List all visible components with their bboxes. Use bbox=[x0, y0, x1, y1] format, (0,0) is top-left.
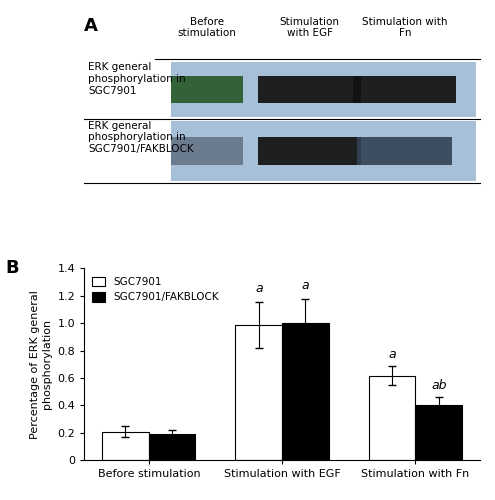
Legend: SGC7901, SGC7901/FAKBLOCK: SGC7901, SGC7901/FAKBLOCK bbox=[90, 274, 222, 306]
Text: B: B bbox=[5, 259, 19, 277]
Y-axis label: Percentage of ERK general
phosphorylation: Percentage of ERK general phosphorylatio… bbox=[30, 290, 52, 438]
Text: ab: ab bbox=[431, 378, 446, 392]
Text: a: a bbox=[255, 282, 263, 295]
Bar bbox=[369, 376, 415, 460]
Bar bbox=[353, 76, 456, 104]
Bar bbox=[258, 76, 361, 104]
Bar bbox=[415, 406, 462, 460]
Bar bbox=[149, 434, 196, 460]
Bar bbox=[102, 432, 149, 460]
Text: Stimulation
with EGF: Stimulation with EGF bbox=[280, 17, 340, 38]
Text: A: A bbox=[84, 17, 98, 35]
Text: ERK general
phosphorylation in
SGC7901: ERK general phosphorylation in SGC7901 bbox=[88, 62, 186, 96]
Text: a: a bbox=[301, 278, 309, 291]
Text: Stimulation with
Fn: Stimulation with Fn bbox=[362, 17, 447, 38]
Text: ERK general
phosphorylation in
SGC7901/FAKBLOCK: ERK general phosphorylation in SGC7901/F… bbox=[88, 121, 194, 154]
Bar bbox=[282, 323, 329, 460]
Bar bbox=[171, 62, 476, 117]
Text: Before
stimulation: Before stimulation bbox=[178, 17, 236, 38]
Bar bbox=[171, 76, 243, 104]
Bar bbox=[171, 137, 243, 164]
Bar bbox=[357, 137, 452, 164]
Text: a: a bbox=[389, 348, 396, 361]
Bar bbox=[236, 325, 282, 460]
Bar bbox=[171, 121, 476, 181]
Bar bbox=[258, 137, 361, 164]
